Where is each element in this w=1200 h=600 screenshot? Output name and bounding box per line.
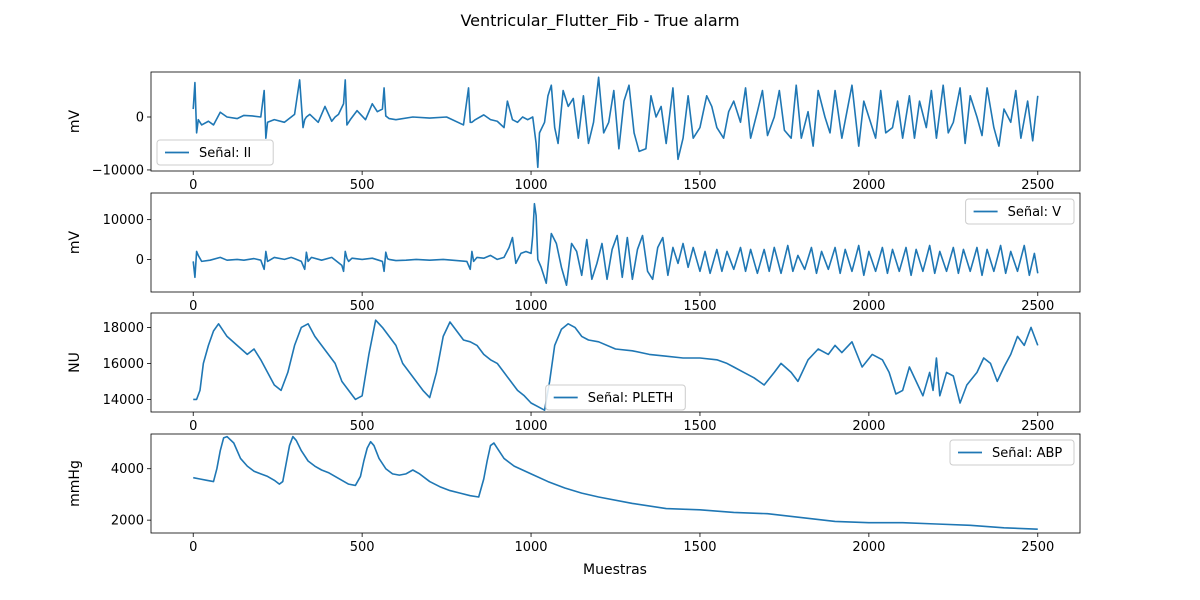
y-tick-label: 10000 <box>103 213 144 228</box>
y-axis-ticks: 2000 4000 <box>111 462 151 529</box>
x-axis-ticks: 0 500 1000 1500 2000 2500 <box>189 412 1054 434</box>
x-axis-ticks: 0 500 1000 1500 2000 2500 <box>189 292 1054 314</box>
x-tick-label: 1500 <box>683 540 716 555</box>
y-axis-label: mmHg <box>67 460 83 507</box>
y-axis-ticks: 0 10000 <box>103 213 151 268</box>
y-tick-label: 18000 <box>103 321 144 336</box>
x-tick-label: 1500 <box>683 178 716 193</box>
legend: Señal: V <box>965 198 1075 225</box>
y-axis-ticks: −10000 0 <box>92 111 151 178</box>
x-tick-label: 0 <box>189 178 197 193</box>
y-tick-label: 0 <box>136 111 144 126</box>
x-axis-label: Muestras <box>583 562 647 578</box>
y-tick-label: 0 <box>136 253 144 268</box>
x-tick-label: 1500 <box>683 299 716 314</box>
y-axis-label: NU <box>67 352 83 373</box>
x-tick-label: 2500 <box>1021 540 1054 555</box>
legend: Señal: ABP <box>949 439 1075 466</box>
x-tick-label: 0 <box>189 419 197 434</box>
y-tick-label: 2000 <box>111 514 144 529</box>
x-tick-label: 500 <box>350 178 375 193</box>
series-line-1 <box>192 76 1039 169</box>
subplot-4: 0 500 1000 1500 2000 2500 2000 4000 mmHg Señal: A… <box>67 433 1081 555</box>
x-tick-label: 2500 <box>1021 419 1054 434</box>
x-tick-label: 1000 <box>514 540 547 555</box>
series-line-1 <box>193 435 1038 530</box>
y-axis-label: mV <box>67 230 83 254</box>
subplots: 0 500 1000 1500 2000 2500 −10000 0 mV Señal: II 0 5… <box>67 71 1081 555</box>
x-tick-label: 500 <box>350 299 375 314</box>
series-line-1 <box>193 319 1039 411</box>
x-tick-label: 500 <box>350 540 375 555</box>
axes-frame <box>150 71 1081 172</box>
y-tick-label: −10000 <box>92 163 144 178</box>
y-tick-label: 14000 <box>103 393 144 408</box>
x-tick-label: 2500 <box>1021 178 1054 193</box>
series-line-1 <box>192 202 1039 287</box>
legend: Señal: PLETH <box>545 384 686 411</box>
legend-label: Señal: PLETH <box>588 391 674 406</box>
x-tick-label: 0 <box>189 540 197 555</box>
legend-label: Señal: II <box>199 146 251 161</box>
x-tick-label: 2000 <box>852 178 885 193</box>
figure-title: Ventricular_Flutter_Fib - True alarm <box>460 11 739 31</box>
x-tick-label: 2500 <box>1021 299 1054 314</box>
x-tick-label: 0 <box>189 299 197 314</box>
subplot-1: 0 500 1000 1500 2000 2500 −10000 0 mV Señal: II <box>67 71 1081 193</box>
y-tick-label: 4000 <box>111 462 144 477</box>
x-tick-label: 500 <box>350 419 375 434</box>
x-tick-label: 1000 <box>514 299 547 314</box>
x-tick-label: 1000 <box>514 178 547 193</box>
x-tick-label: 2000 <box>852 299 885 314</box>
legend-box <box>545 384 686 411</box>
y-tick-label: 16000 <box>103 357 144 372</box>
legend-box <box>965 198 1075 225</box>
subplot-2: 0 500 1000 1500 2000 2500 0 10000 mV Señal: V <box>67 192 1081 314</box>
legend-box <box>949 439 1075 466</box>
x-axis-ticks: 0 500 1000 1500 2000 2500 <box>189 533 1054 555</box>
axes-frame <box>150 312 1081 413</box>
x-tick-label: 1500 <box>683 419 716 434</box>
x-tick-label: 1000 <box>514 419 547 434</box>
legend: Señal: II <box>156 139 274 166</box>
subplot-3: 0 500 1000 1500 2000 2500 14000 16000 18000 NU Señ… <box>67 312 1081 434</box>
y-axis-ticks: 14000 16000 18000 <box>103 321 151 408</box>
axes-frame <box>150 192 1081 293</box>
x-tick-label: 2000 <box>852 540 885 555</box>
x-tick-label: 2000 <box>852 419 885 434</box>
axes-frame <box>150 433 1081 534</box>
legend-label: Señal: ABP <box>992 446 1062 461</box>
x-axis-ticks: 0 500 1000 1500 2000 2500 <box>189 171 1054 193</box>
legend-label: Señal: V <box>1008 205 1062 220</box>
y-axis-label: mV <box>67 109 83 133</box>
legend-box <box>156 139 274 166</box>
